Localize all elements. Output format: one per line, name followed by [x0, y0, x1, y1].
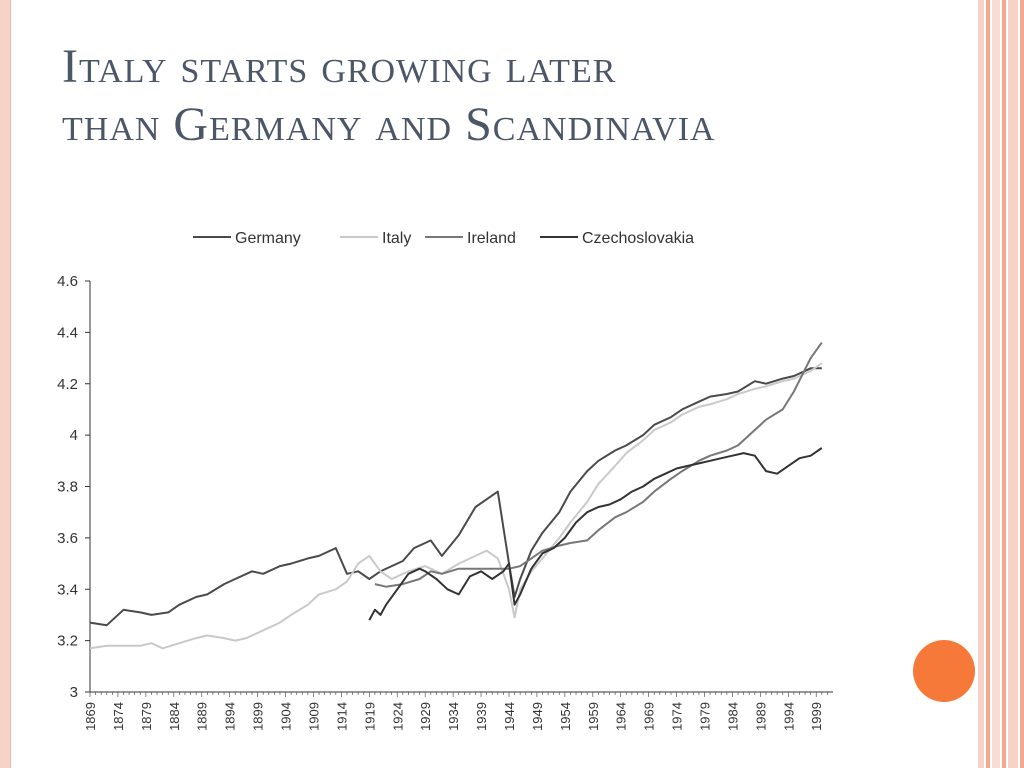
- y-tick-label: 4.4: [57, 324, 78, 341]
- x-tick-label: 1874: [111, 702, 126, 731]
- y-tick-label: 3.4: [57, 581, 78, 598]
- x-tick-label: 1974: [670, 702, 685, 731]
- x-tick-label: 1964: [614, 702, 629, 731]
- title-line-1: Italy starts growing later: [62, 40, 617, 93]
- x-tick-label: 1884: [167, 702, 182, 731]
- x-tick-label: 1949: [530, 702, 545, 731]
- accent-dot: [913, 640, 975, 702]
- x-tick-label: 1914: [334, 702, 349, 731]
- right-stripes-decoration: [978, 0, 1024, 768]
- y-tick-label: 4.2: [57, 376, 78, 393]
- x-axis-ticks: 1869 1874 1879 1884 1889 1894 1899 1904 1909 1914…: [83, 692, 828, 731]
- left-border-decoration: [0, 0, 11, 768]
- y-tick-label: 4: [70, 427, 78, 444]
- legend-label-ireland: Ireland: [467, 230, 516, 247]
- x-tick-label: 1879: [139, 702, 154, 731]
- x-tick-label: 1979: [698, 702, 713, 731]
- x-tick-label: 1944: [502, 702, 517, 731]
- x-tick-label: 1929: [418, 702, 433, 731]
- x-tick-label: 1939: [474, 702, 489, 731]
- y-axis-ticks: 4.6 4.4 4.2 4 3.8 3.6 3.4 3.2 3: [57, 273, 90, 701]
- slide-title: Italy starts growing later than Germany …: [62, 38, 942, 154]
- title-line-2: than Germany and Scandinavia: [62, 98, 716, 151]
- x-tick-label: 1959: [586, 702, 601, 731]
- x-tick-label: 1904: [279, 702, 294, 731]
- series-line-germany: [89, 367, 822, 627]
- y-tick-label: 3: [70, 684, 78, 701]
- legend-label-italy: Italy: [382, 230, 411, 247]
- series-line-ireland: [374, 342, 823, 588]
- x-tick-label: 1984: [725, 702, 740, 731]
- line-chart: Germany Italy Ireland Czechoslovakia 4.6 4.4…: [57, 230, 833, 731]
- x-tick-label: 1924: [390, 702, 405, 731]
- legend-label-czechoslovakia: Czechoslovakia: [582, 230, 694, 247]
- x-tick-label: 1999: [809, 702, 824, 731]
- x-tick-label: 1894: [223, 702, 238, 731]
- x-tick-label: 1934: [446, 702, 461, 731]
- series-lines: [89, 342, 823, 650]
- x-tick-label: 1969: [642, 702, 657, 731]
- chart-axes: [89, 281, 833, 693]
- series-line-italy: [89, 362, 823, 650]
- legend-label-germany: Germany: [235, 230, 301, 247]
- x-tick-label: 1954: [558, 702, 573, 731]
- series-line-czechoslovakia: [368, 447, 823, 621]
- y-tick-label: 3.2: [57, 633, 78, 650]
- y-tick-label: 3.6: [57, 530, 78, 547]
- x-tick-label: 1989: [753, 702, 768, 731]
- x-tick-label: 1994: [781, 702, 796, 731]
- x-tick-label: 1909: [306, 702, 321, 731]
- y-tick-label: 3.8: [57, 479, 78, 496]
- x-tick-label: 1919: [362, 702, 377, 731]
- chart-legend: Germany Italy Ireland Czechoslovakia: [193, 230, 694, 247]
- x-tick-label: 1869: [83, 702, 98, 731]
- y-tick-label: 4.6: [57, 273, 78, 290]
- x-tick-label: 1889: [195, 702, 210, 731]
- x-tick-label: 1899: [251, 702, 266, 731]
